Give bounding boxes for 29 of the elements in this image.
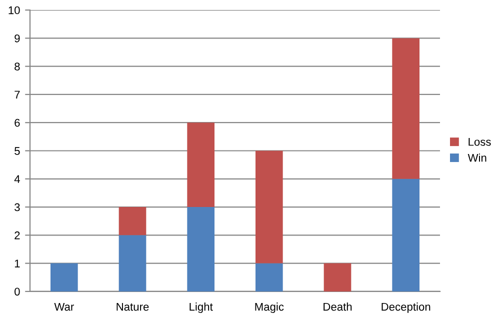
bar: [324, 263, 352, 292]
x-tick-label: Deception: [382, 302, 430, 313]
y-tick-label: 3: [14, 203, 20, 212]
legend-label: Win: [468, 154, 486, 162]
bar: [392, 178, 420, 292]
y-tick-label: 9: [14, 34, 20, 42]
x-tick-label: War: [54, 302, 74, 311]
bar: [187, 122, 214, 208]
y-tick-label: 8: [14, 62, 20, 70]
bar: [256, 150, 283, 264]
y-tick-label: 5: [14, 147, 20, 155]
y-tick-label: 2: [14, 231, 20, 240]
bar: [256, 263, 283, 292]
y-tick-label: 7: [14, 90, 20, 98]
x-tick-label: Death: [324, 302, 352, 311]
bar: [392, 38, 420, 179]
bar: [118, 235, 146, 292]
y-tick-label: 4: [14, 175, 20, 183]
bar: [50, 263, 78, 292]
y-tick-label: 10: [8, 6, 20, 14]
x-tick-label: Nature: [116, 302, 149, 311]
bar: [118, 207, 146, 236]
y-tick-label: 1: [14, 260, 20, 268]
y-tick-label: 0: [14, 288, 20, 296]
legend-label: Loss: [468, 138, 491, 146]
bar: [187, 207, 214, 292]
y-tick-label: 6: [14, 118, 20, 127]
x-tick-label: Light: [190, 302, 213, 313]
x-tick-label: Magic: [255, 302, 284, 313]
